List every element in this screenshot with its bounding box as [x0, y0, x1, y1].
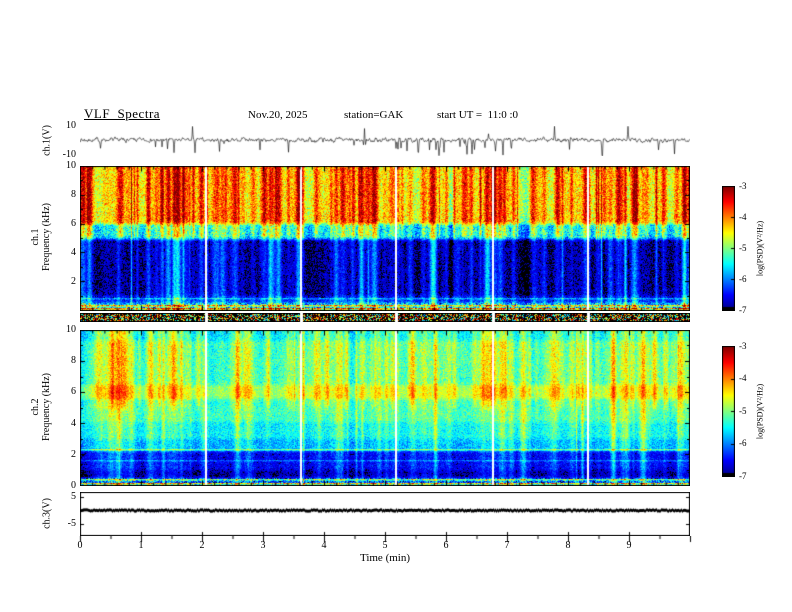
colorbar-tick-label: -3: [739, 341, 747, 351]
colorbar-tick-label: -7: [739, 305, 747, 315]
header-date: Nov.20, 2025: [248, 109, 308, 121]
ch1-spec-channel-label: ch.1: [30, 228, 41, 246]
figure-title: VLF Spectra: [84, 106, 161, 121]
ch3-wave-ytick-bottom: -5: [67, 518, 76, 529]
ch1-spec-ytick: 8: [71, 189, 76, 200]
ch1-spec-ytick: 2: [71, 276, 76, 287]
ch2-spec-frequency-label: Frequency (kHz): [41, 372, 52, 442]
colorbar-ch1-canvas: [722, 186, 735, 311]
ch1-waveform-canvas: [80, 126, 690, 156]
time-tick-label: 0: [77, 540, 83, 551]
ch1-spec-axis-label: ch.1 Frequency (kHz): [30, 162, 52, 312]
ch3-wave-ytick-top: 5: [71, 491, 76, 502]
ch2-spec-ytick: 0: [71, 480, 76, 491]
colorbar-tick-label: -4: [739, 373, 747, 383]
colorbar-tick-label: -6: [739, 274, 747, 284]
ch2-spec-ytick: 8: [71, 355, 76, 366]
colorbar-tick-label: -3: [739, 181, 747, 191]
ch2-spec-ytick: 4: [71, 418, 76, 429]
ch1-spectrogram-canvas: [80, 166, 690, 311]
colorbar-tick-label: -4: [739, 212, 747, 222]
time-tick-label: 3: [260, 540, 266, 551]
ch3-waveform-canvas: [80, 492, 690, 536]
colorbar1-axis-label: log(PSD)(V²/Hz): [755, 220, 765, 277]
time-axis-label: Time (min): [359, 552, 411, 564]
time-tick-label: 7: [504, 540, 510, 551]
time-tick-label: 6: [443, 540, 449, 551]
ch1-wave-ytick-top: 10: [66, 120, 76, 131]
header-station: station=GAK: [344, 109, 404, 121]
ch2-spec-channel-label: ch.2: [30, 398, 41, 416]
time-tick-label: 5: [382, 540, 388, 551]
ch1-spec-frequency-label: Frequency (kHz): [41, 202, 52, 272]
ch1-spec-ytick: 6: [71, 218, 76, 229]
colorbar-tick-label: -6: [739, 438, 747, 448]
ch2-spec-ytick: 10: [66, 324, 76, 335]
ch1-spec-ytick: 4: [71, 247, 76, 258]
colorbar-tick-label: -5: [739, 406, 747, 416]
colorbar-tick-label: -7: [739, 471, 747, 481]
time-axis-ticks-canvas: [79, 536, 692, 548]
ch1-spec-ytick: 10: [66, 160, 76, 171]
colorbar-tick-label: -5: [739, 243, 747, 253]
ch2-spec-ytick: 2: [71, 449, 76, 460]
ch2-spec-ytick: 6: [71, 386, 76, 397]
ch1-lowband-strip-canvas: [80, 313, 690, 322]
ch2-spectrogram-canvas: [80, 330, 690, 486]
time-tick-label: 9: [626, 540, 632, 551]
ch3-wave-axis-label: ch.3(V): [41, 498, 53, 529]
ch1-wave-ytick-bottom: -10: [62, 149, 76, 160]
colorbar2-axis-label: log(PSD)(V²/Hz): [755, 383, 765, 440]
ch2-spec-axis-label: ch.2 Frequency (kHz): [30, 332, 52, 482]
time-tick-label: 4: [321, 540, 327, 551]
time-tick-label: 1: [138, 540, 144, 551]
colorbar-ch2-canvas: [722, 346, 735, 477]
time-tick-label: 8: [565, 540, 571, 551]
header-start-ut: start UT = 11:0 :0: [437, 109, 519, 121]
time-tick-label: 2: [199, 540, 205, 551]
